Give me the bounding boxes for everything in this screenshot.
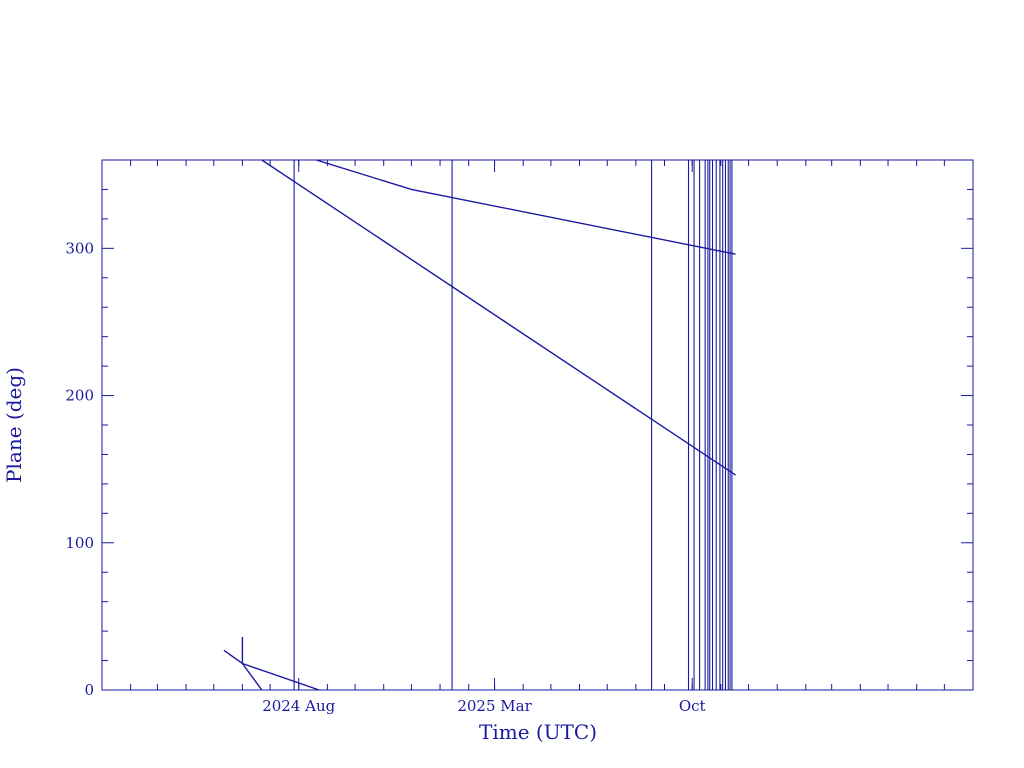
axes-layer: 0 100 200 300 2024 Aug 2025 Mar Oct [65,159,974,715]
series-line-5 [316,160,736,255]
x-tick-label: 2024 Aug [262,697,335,715]
y-tick-label: 300 [65,239,94,257]
x-tick-label: Oct [679,697,706,715]
y-axis-label: Plane (deg) [2,367,26,483]
series-line-1 [223,649,320,690]
y-tick-label: 0 [84,681,94,699]
x-axis-label: Time (UTC) [479,720,597,744]
plot-frame [101,159,974,691]
x-tick-label: 2025 Mar [457,697,532,715]
data-layer [223,160,736,690]
y-tick-label: 200 [65,387,94,405]
series-line-3 [241,663,263,690]
series-line-4 [261,160,736,476]
y-tick-label: 100 [65,534,94,552]
